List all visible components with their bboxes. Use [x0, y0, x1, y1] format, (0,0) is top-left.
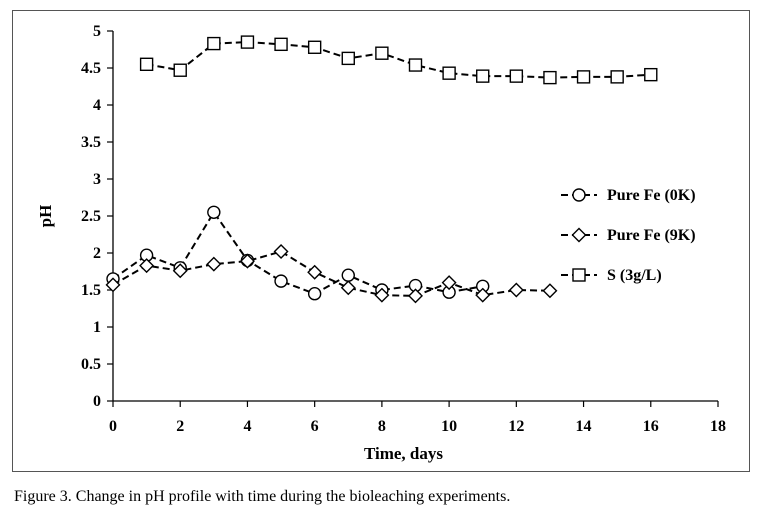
data-point: [207, 36, 221, 51]
data-point: [341, 51, 355, 66]
y-tick-label: 0.5: [81, 356, 101, 373]
data-point: [239, 253, 255, 269]
data-point: [475, 287, 491, 303]
data-point: [139, 258, 155, 274]
y-tick-label: 4.5: [81, 60, 101, 77]
x-tick-label: 0: [109, 418, 117, 435]
data-point: [274, 37, 288, 52]
data-point: [240, 35, 255, 49]
x-tick-label: 8: [378, 418, 386, 435]
series-group: [105, 244, 558, 304]
data-point: [273, 244, 289, 260]
data-point: [172, 263, 188, 279]
y-tick-label: 0: [93, 393, 101, 410]
data-point: [476, 69, 490, 83]
y-axis-title: pH: [36, 205, 55, 228]
series-lines: [105, 35, 658, 304]
legend-marker: [572, 268, 586, 282]
legend-label: Pure Fe (0K): [607, 187, 696, 204]
legend-label: S (3g/L): [607, 267, 662, 284]
data-point: [207, 205, 221, 220]
legend: Pure Fe (0K) Pure Fe (9K) S (3g/L): [561, 187, 696, 284]
data-point: [508, 282, 524, 298]
data-point: [105, 277, 121, 293]
legend-marker: [571, 227, 587, 243]
data-point: [307, 287, 322, 301]
data-point: [644, 67, 658, 82]
data-point: [206, 256, 222, 272]
data-point: [374, 287, 390, 303]
x-tick-label: 4: [243, 418, 251, 435]
x-axis-title: Time, days: [364, 444, 443, 463]
series-line: [112, 210, 483, 295]
data-point: [340, 280, 356, 296]
legend-label: Pure Fe (9K): [607, 227, 696, 244]
y-tick-label: 5: [93, 23, 101, 40]
x-tick-label: 16: [643, 418, 659, 435]
figure-caption: Figure 3. Change in pH profile with time…: [14, 488, 511, 505]
y-tick-label: 1: [93, 319, 101, 336]
series-group: [139, 35, 658, 85]
y-tick-label: 2.5: [81, 208, 101, 225]
y-tick-label: 1.5: [81, 282, 101, 299]
data-point: [543, 70, 557, 85]
data-point: [509, 69, 524, 83]
data-point: [341, 268, 355, 282]
x-tick-label: 18: [710, 418, 726, 435]
data-point: [307, 264, 323, 280]
data-point: [442, 66, 456, 80]
data-point: [274, 274, 288, 288]
data-point: [307, 40, 322, 54]
x-tick-label: 2: [176, 418, 184, 435]
data-point: [139, 57, 154, 71]
y-tick-label: 4: [93, 97, 101, 114]
data-point: [408, 288, 423, 304]
axes: 0 0.5 1 1.5 2 2.5 3 3.5 4 4.5 5 0 2 4 6 8 10 12 14 16 18: [81, 23, 726, 435]
data-point: [173, 63, 187, 77]
data-point: [576, 70, 591, 84]
data-point: [610, 70, 624, 84]
x-tick-label: 12: [508, 418, 524, 435]
series-group: [106, 205, 490, 301]
series-line: [146, 41, 651, 79]
chart-frame: 0 0.5 1 1.5 2 2.5 3 3.5 4 4.5 5 0 2 4 6 8 10 12 14 16 18 Pur…: [12, 10, 750, 472]
x-tick-label: 10: [441, 418, 457, 435]
data-point: [375, 46, 389, 60]
legend-marker: [572, 188, 586, 202]
ph-line-chart: 0 0.5 1 1.5 2 2.5 3 3.5 4 4.5 5 0 2 4 6 8 10 12 14 16 18 Pur…: [36, 23, 726, 463]
data-point: [408, 58, 423, 72]
y-tick-label: 2: [93, 245, 101, 262]
y-tick-label: 3: [93, 171, 101, 188]
x-tick-label: 14: [576, 418, 592, 435]
y-tick-label: 3.5: [81, 134, 101, 151]
data-point: [441, 275, 457, 291]
x-tick-label: 6: [311, 418, 319, 435]
data-point: [542, 283, 558, 299]
